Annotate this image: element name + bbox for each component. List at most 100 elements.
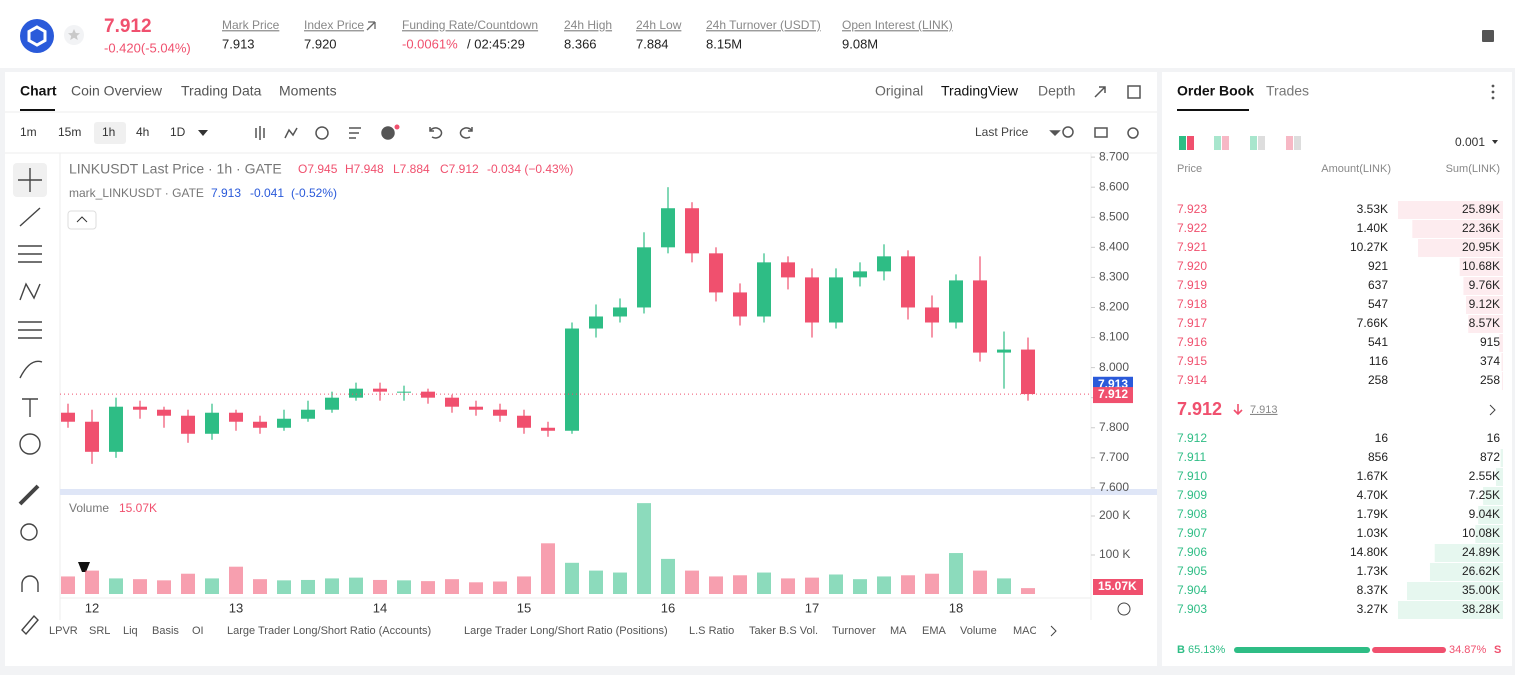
interval[interactable]: 15m [58,125,81,139]
ob-tab[interactable]: Order Book [1177,83,1254,99]
interval[interactable]: 1m [20,125,37,139]
ob-price: 7.904 [1177,583,1207,597]
candle-body [1021,350,1035,395]
indicator-tab[interactable]: SRL [89,625,110,637]
legend-ohlc: -0.034 (−0.43%) [487,162,573,176]
ob-price: 7.907 [1177,526,1207,540]
volume-bar [181,574,195,594]
col-head: Price [1177,163,1202,175]
asks-icon[interactable] [1250,136,1257,150]
indicator-tab[interactable]: Turnover [832,625,876,637]
ob-sum: 24.89K [1462,545,1500,559]
add-icon[interactable] [382,127,394,139]
volume-bar [613,573,627,594]
candle-body [469,407,483,410]
view-tab[interactable]: Original [875,83,923,99]
indicator-tab[interactable]: Taker B.S Vol. [749,625,818,637]
stat-value: -0.0061% [402,36,458,51]
candle-body [541,428,555,431]
x-tick-label: 12 [85,600,99,615]
collapse-legend-button[interactable] [68,211,96,229]
ob-amount: 1.40K [1357,221,1388,235]
candle-body [133,407,147,410]
ob-sum: 38.28K [1462,602,1500,616]
chart-tab[interactable]: Coin Overview [71,83,163,99]
volume-bar [661,559,675,594]
indicator-tab[interactable]: MA [890,625,907,637]
more-menu[interactable] [1492,85,1495,100]
ob-tab[interactable]: Trades [1266,83,1309,99]
ob-sum: 7.25K [1469,488,1500,502]
ob-last: 7.912 [1177,399,1222,419]
volume-bar [373,580,387,594]
volume-bar [757,573,771,594]
candle-body [877,256,891,271]
indicator-tab[interactable]: Large Trader Long/Short Ratio (Accounts) [227,625,431,637]
indicator-tab[interactable]: Large Trader Long/Short Ratio (Positions… [464,625,668,637]
stat-label: 24h Turnover (USDT) [706,18,821,32]
ob-amount: 7.66K [1357,316,1388,330]
volume-bar [685,571,699,594]
ob-amount: 258 [1368,373,1388,387]
stat-value: 7.920 [304,36,337,51]
volume-bar [709,576,723,594]
ob-amount: 3.27K [1357,602,1388,616]
asks-icon2-b [1294,136,1301,150]
bids-icon[interactable] [1214,136,1221,150]
indicator-tab[interactable]: OI [192,625,204,637]
y-tick-label: 8.400 [1099,239,1129,253]
chart-tab[interactable]: Chart [20,83,57,99]
stat-label: 24h Low [636,18,682,32]
ob-price: 7.908 [1177,507,1207,521]
interval[interactable]: 4h [136,125,149,139]
candle-body [829,277,843,322]
stat-value: 8.15M [706,36,742,51]
volume-bar [157,580,171,594]
ob-price: 7.912 [1177,431,1207,445]
candle-body [661,208,675,247]
indicator-tab[interactable]: EMA [922,625,947,637]
ob-sum: 9.12K [1469,297,1500,311]
indicator-tab[interactable]: LPVR [49,625,78,637]
candle-body [397,392,411,393]
pane-separator[interactable] [60,489,1157,495]
volume-bar [469,582,483,594]
bids-icon-b [1222,136,1229,150]
volume-bar [733,575,747,594]
volume-bar [589,571,603,594]
ob-price: 7.922 [1177,221,1207,235]
sell-letter: S [1494,644,1501,656]
view-tab[interactable]: Depth [1038,83,1075,99]
price-type[interactable]: Last Price [975,125,1029,139]
ob-sum: 2.55K [1469,469,1500,483]
notes-icon[interactable] [1482,30,1494,42]
view-tab[interactable]: TradingView [941,83,1019,99]
ob-amount: 921 [1368,259,1388,273]
badge-dot [395,125,400,130]
asks-icon2[interactable] [1286,136,1293,150]
chart-tab[interactable]: Trading Data [181,83,262,99]
volume-bar [349,578,363,594]
y-tick-label: 100 K [1099,547,1130,561]
candle-body [229,413,243,422]
indicator-tab[interactable]: Liq [123,625,138,637]
candle-body [277,419,291,428]
chart-tab[interactable]: Moments [279,83,337,99]
ob-price: 7.911 [1177,450,1206,464]
volume-bar [805,578,819,594]
volume-bar [397,580,411,594]
candle-body [421,392,435,398]
x-tick-label: 13 [229,600,243,615]
buy-letter: B [1177,644,1185,656]
y-tick-label: 7.600 [1099,480,1129,494]
interval[interactable]: 1h [102,125,115,139]
both-icon[interactable] [1179,136,1186,150]
indicator-tab[interactable]: Volume [960,625,997,637]
precision[interactable]: 0.001 [1455,135,1485,149]
candle-body [109,407,123,452]
indicator-tab[interactable]: Basis [152,625,179,637]
interval[interactable]: 1D [170,125,186,139]
indicator-tab[interactable]: L.S Ratio [689,625,734,637]
volume-bar [325,578,339,594]
